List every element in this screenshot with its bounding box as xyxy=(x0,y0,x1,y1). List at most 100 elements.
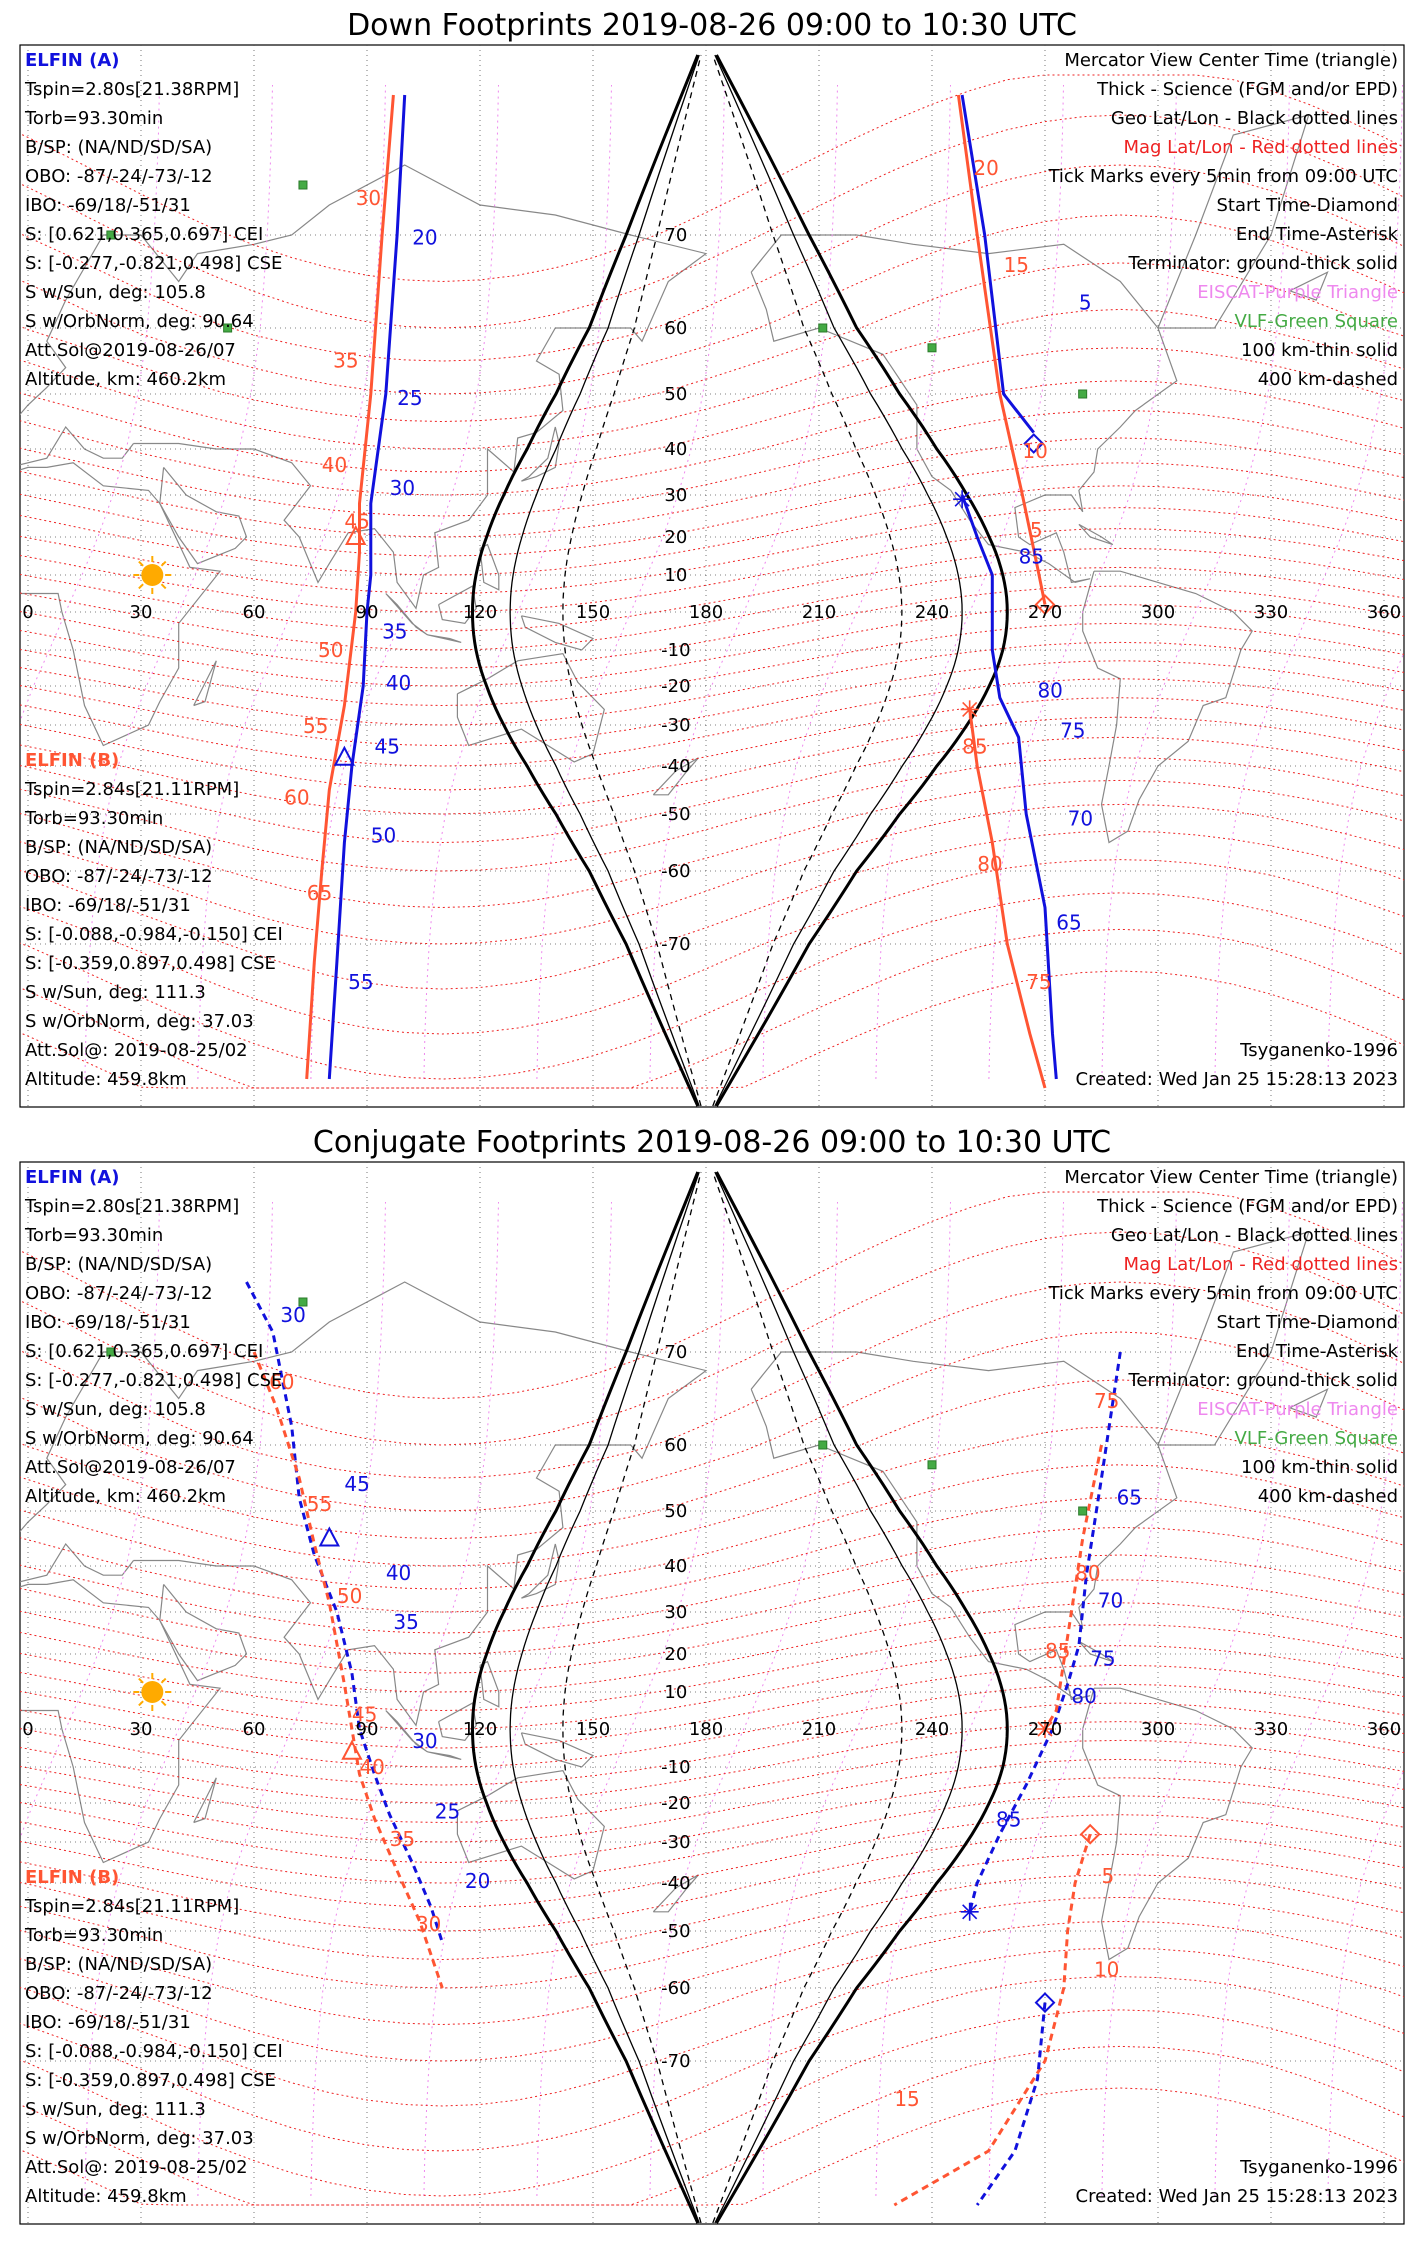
legend: Mercator View Center Time (triangle) Thi… xyxy=(1047,1167,1398,1507)
end-asterisk xyxy=(953,490,972,509)
track-b-time-label: 60 xyxy=(269,1370,294,1394)
track-a-time-label: 30 xyxy=(412,1729,437,1753)
track-markers xyxy=(318,1526,1101,2014)
terminator-100km xyxy=(509,54,700,1107)
terminator-lines xyxy=(470,1171,1009,2224)
mag-parallel xyxy=(20,803,1404,945)
terminator-lines xyxy=(470,54,1009,1107)
created-label: Created: Wed Jan 25 15:28:13 2023 xyxy=(1076,1069,1398,1090)
mag-parallel xyxy=(20,1795,1404,1884)
mag-meridian xyxy=(988,84,1177,1080)
mag-parallel xyxy=(20,736,1404,844)
legend-item: VLF-Green Square xyxy=(1235,1428,1398,1449)
lon-tick-label: 210 xyxy=(802,602,836,623)
track-b-time-label: 65 xyxy=(307,881,332,905)
lat-tick-label: -40 xyxy=(661,756,690,777)
coastline xyxy=(20,462,222,747)
elfin-b-line: Tspin=2.84s[21.11RPM] xyxy=(24,779,239,800)
coastline xyxy=(456,652,605,763)
mag-meridian xyxy=(1214,1201,1403,2197)
mag-parallel xyxy=(20,1853,1404,1961)
sun-ray xyxy=(160,1677,167,1684)
legend-item: EISCAT-Purple Triangle xyxy=(1197,282,1398,303)
lon-tick-label: 0 xyxy=(22,1719,33,1740)
mag-meridian xyxy=(536,1201,725,2197)
legend-item: Terminator: ground-thick solid xyxy=(1127,253,1398,274)
elfin-b-line: B/SP: (NA/ND/SD/SA) xyxy=(25,1954,212,1975)
elfin-a-line: Torb=93.30min xyxy=(24,108,163,129)
mag-parallel xyxy=(20,485,1404,576)
elfin-a-title: ELFIN (A) xyxy=(25,50,119,71)
lat-tick-label: 60 xyxy=(664,318,687,339)
coastline xyxy=(750,234,1178,584)
coastline xyxy=(427,1751,462,1760)
coastline xyxy=(438,585,477,625)
track-a-time-label: 45 xyxy=(375,735,400,759)
elfin-b-line: S w/Sun, deg: 111.3 xyxy=(25,982,206,1003)
lon-tick-label: 330 xyxy=(1254,602,1288,623)
legend-item: Mercator View Center Time (triangle) xyxy=(1064,1167,1398,1188)
legend-item: Tick Marks every 5min from 09:00 UTC xyxy=(1047,1283,1398,1304)
elfin-b-line: S w/Sun, deg: 111.3 xyxy=(25,2099,206,2120)
lon-tick-label: 360 xyxy=(1367,1719,1401,1740)
lat-tick-label: 30 xyxy=(664,485,687,506)
coastline xyxy=(1289,270,1329,301)
coastline xyxy=(652,757,699,796)
map-frame xyxy=(19,44,1405,1108)
legend-item: Mag Lat/Lon - Red dotted lines xyxy=(1123,1254,1398,1275)
model-label: Tsyganenko-1996 xyxy=(1239,2157,1398,2178)
lon-tick-label: 240 xyxy=(915,602,949,623)
mag-parallel xyxy=(20,214,1404,395)
sun-ray xyxy=(138,1677,144,1684)
sun-ray xyxy=(138,1700,144,1707)
terminator-100km xyxy=(714,1171,963,2224)
sun-ray xyxy=(138,583,144,590)
track-b-time-label: 75 xyxy=(1094,1389,1119,1413)
elfin-b-line: S: [-0.088,-0.984,-0.150] CEI xyxy=(25,924,283,945)
elfin-b-title: ELFIN (B) xyxy=(25,750,119,771)
lon-tick-label: 60 xyxy=(243,1719,266,1740)
terminator-ground xyxy=(715,1171,1009,2224)
elfin-a-line: B/SP: (NA/ND/SD/SA) xyxy=(25,137,212,158)
elfin-a-title: ELFIN (A) xyxy=(25,1167,119,1188)
track-a-time-label: 45 xyxy=(344,1472,369,1496)
terminator-400km xyxy=(712,1171,903,2224)
footprint-track xyxy=(960,94,1035,434)
track-a-time-label: 80 xyxy=(1071,1684,1096,1708)
mag-parallel xyxy=(20,1814,1404,1908)
sun-ray xyxy=(160,1700,167,1707)
lat-tick-label: -50 xyxy=(661,1921,690,1942)
conjugate-footprints-panel: Conjugate Footprints 2019-08-26 09:00 to… xyxy=(19,1125,1405,2225)
lon-tick-label: 30 xyxy=(130,602,153,623)
track-b-time-label: 60 xyxy=(284,785,309,809)
lat-tick-label: -40 xyxy=(661,1873,690,1894)
elfin-b-line: Att.Sol@: 2019-08-25/02 xyxy=(25,2157,248,2178)
mag-parallel xyxy=(20,1191,1404,1400)
footprint-track xyxy=(1043,1444,1103,1730)
mag-meridian xyxy=(875,84,1064,1080)
track-a-time-label: 35 xyxy=(393,1610,418,1634)
footprint-track xyxy=(893,1833,1092,2207)
track-a-time-label: 85 xyxy=(996,1807,1021,1831)
vlf-sites xyxy=(106,180,1088,399)
lat-tick-label: 50 xyxy=(664,1501,687,1522)
sun-icon xyxy=(133,556,172,594)
lat-tick-label: 40 xyxy=(664,439,687,460)
track-b-time-label: 40 xyxy=(322,453,347,477)
lat-tick-label: -10 xyxy=(661,640,690,661)
footprint-track xyxy=(956,94,1047,605)
elfin-b-line: S w/OrbNorm, deg: 37.03 xyxy=(25,2128,254,2149)
elfin-a-line: Att.Sol@2019-08-26/07 xyxy=(25,1457,236,1478)
track-b-time-label: 45 xyxy=(344,510,369,534)
lat-tick-label: 70 xyxy=(664,225,687,246)
track-b-time-label: 50 xyxy=(318,638,343,662)
mag-parallel xyxy=(20,1833,1404,1932)
coastline xyxy=(1082,1687,1253,1961)
track-b-time-label: 15 xyxy=(894,2087,919,2111)
legend-item: VLF-Green Square xyxy=(1235,311,1398,332)
elfin-a-line: S w/Sun, deg: 105.8 xyxy=(25,282,206,303)
mag-meridian xyxy=(84,1201,273,2197)
terminator-100km xyxy=(509,1171,700,2224)
vlf-square xyxy=(927,343,937,353)
coastline xyxy=(456,1769,605,1880)
